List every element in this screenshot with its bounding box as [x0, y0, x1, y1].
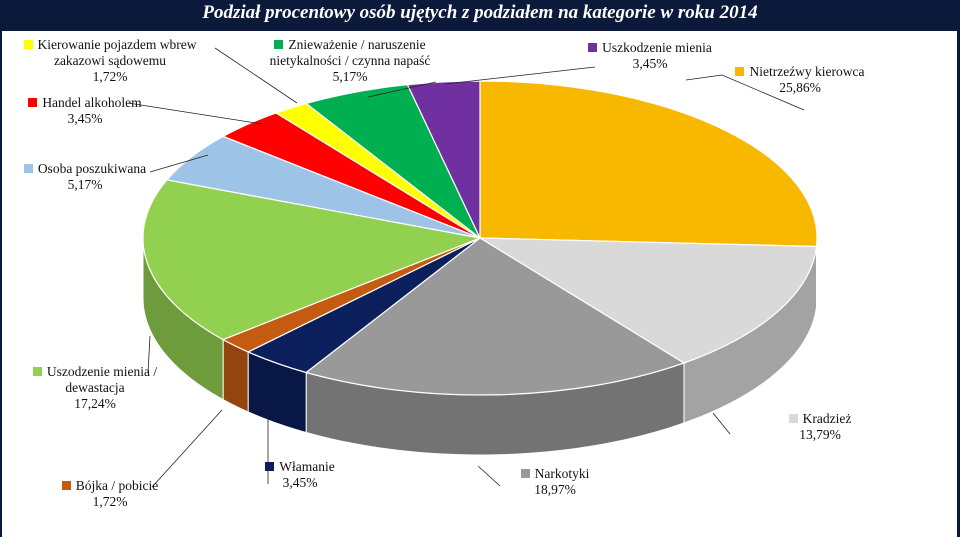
slice-label-6: Osoba poszukiwana 5,17% — [10, 161, 160, 193]
chart-title: Podział procentowy osób ujętych z podzia… — [202, 2, 758, 23]
legend-swatch-1 — [788, 414, 798, 423]
leader-line-0 — [685, 74, 805, 111]
slice-name-8: Kierowanie pojazdem wbrew zakazowi sądow… — [37, 37, 197, 68]
legend-swatch-4 — [61, 481, 71, 490]
legend-swatch-6 — [23, 164, 33, 173]
slice-name-7: Handel alkoholem — [42, 95, 142, 110]
slice-value-1: 13,79% — [799, 427, 841, 442]
slice-value-5: 17,24% — [74, 396, 116, 411]
pie-slice-1 — [477, 237, 818, 364]
legend-swatch-3 — [265, 462, 275, 471]
slice-name-1: Kradzież — [802, 411, 852, 426]
slice-name-0: Nietrzeźwy kierowca — [749, 64, 865, 79]
slice-value-9: 5,17% — [332, 69, 368, 84]
slice-label-10: Uszkodzenie mienia 3,45% — [560, 40, 740, 72]
pie-slice-10 — [406, 80, 481, 239]
slice-name-2: Narkotyki — [534, 466, 590, 481]
slice-value-7: 3,45% — [67, 111, 103, 126]
slice-label-5: Uszodzenie mienia / dewastacja 17,24% — [10, 364, 180, 412]
legend-swatch-5 — [32, 367, 42, 376]
plot-area — [2, 31, 957, 537]
leader-line-6 — [149, 154, 209, 173]
leader-line-10 — [444, 66, 596, 85]
slice-label-2: Narkotyki 18,97% — [455, 466, 655, 498]
slice-name-4: Bójka / pobicie — [75, 478, 159, 493]
pie-chart — [127, 47, 818, 488]
slice-label-3: Włamanie 3,45% — [230, 459, 370, 491]
slice-label-9: Znieważenie / naruszenie nietykalności /… — [250, 37, 450, 85]
slice-label-0: Nietrzeźwy kierowca 25,86% — [685, 64, 915, 96]
leader-line-9 — [367, 81, 437, 98]
legend-swatch-10 — [588, 43, 598, 52]
slice-value-8: 1,72% — [92, 69, 128, 84]
slice-value-3: 3,45% — [282, 475, 318, 490]
pie-slice-0 — [479, 80, 818, 248]
slice-name-9: Znieważenie / naruszenie nietykalności /… — [269, 37, 431, 68]
legend-swatch-9 — [274, 40, 284, 49]
slice-label-4: Bójka / pobicie 1,72% — [10, 478, 210, 510]
slice-name-10: Uszkodzenie mienia — [602, 40, 712, 55]
slice-value-0: 25,86% — [779, 80, 821, 95]
leader-line-5 — [147, 335, 151, 374]
pie-slice-5 — [142, 179, 483, 341]
slice-label-8: Kierowanie pojazdem wbrew zakazowi sądow… — [5, 37, 215, 85]
legend-swatch-8 — [23, 40, 33, 49]
leader-line-7 — [127, 102, 263, 125]
leader-line-8 — [214, 47, 298, 104]
leader-line-4 — [151, 409, 223, 488]
slice-value-4: 1,72% — [92, 494, 128, 509]
slice-name-3: Włamanie — [279, 459, 335, 474]
legend-swatch-7 — [28, 98, 38, 107]
pie-slice-2 — [304, 237, 686, 396]
slice-value-2: 18,97% — [534, 482, 576, 497]
slice-label-7: Handel alkoholem 3,45% — [10, 95, 160, 127]
leader-line-2 — [477, 465, 501, 487]
slice-name-5: Uszodzenie mienia / dewastacja — [46, 364, 158, 395]
slice-value-10: 3,45% — [632, 56, 668, 71]
slice-name-6: Osoba poszukiwana — [37, 161, 147, 176]
legend-swatch-2 — [520, 469, 530, 478]
leader-line-1 — [712, 412, 731, 435]
slice-label-1: Kradzież 13,79% — [760, 411, 880, 443]
legend-swatch-0 — [735, 67, 745, 76]
slice-value-6: 5,17% — [67, 177, 103, 192]
